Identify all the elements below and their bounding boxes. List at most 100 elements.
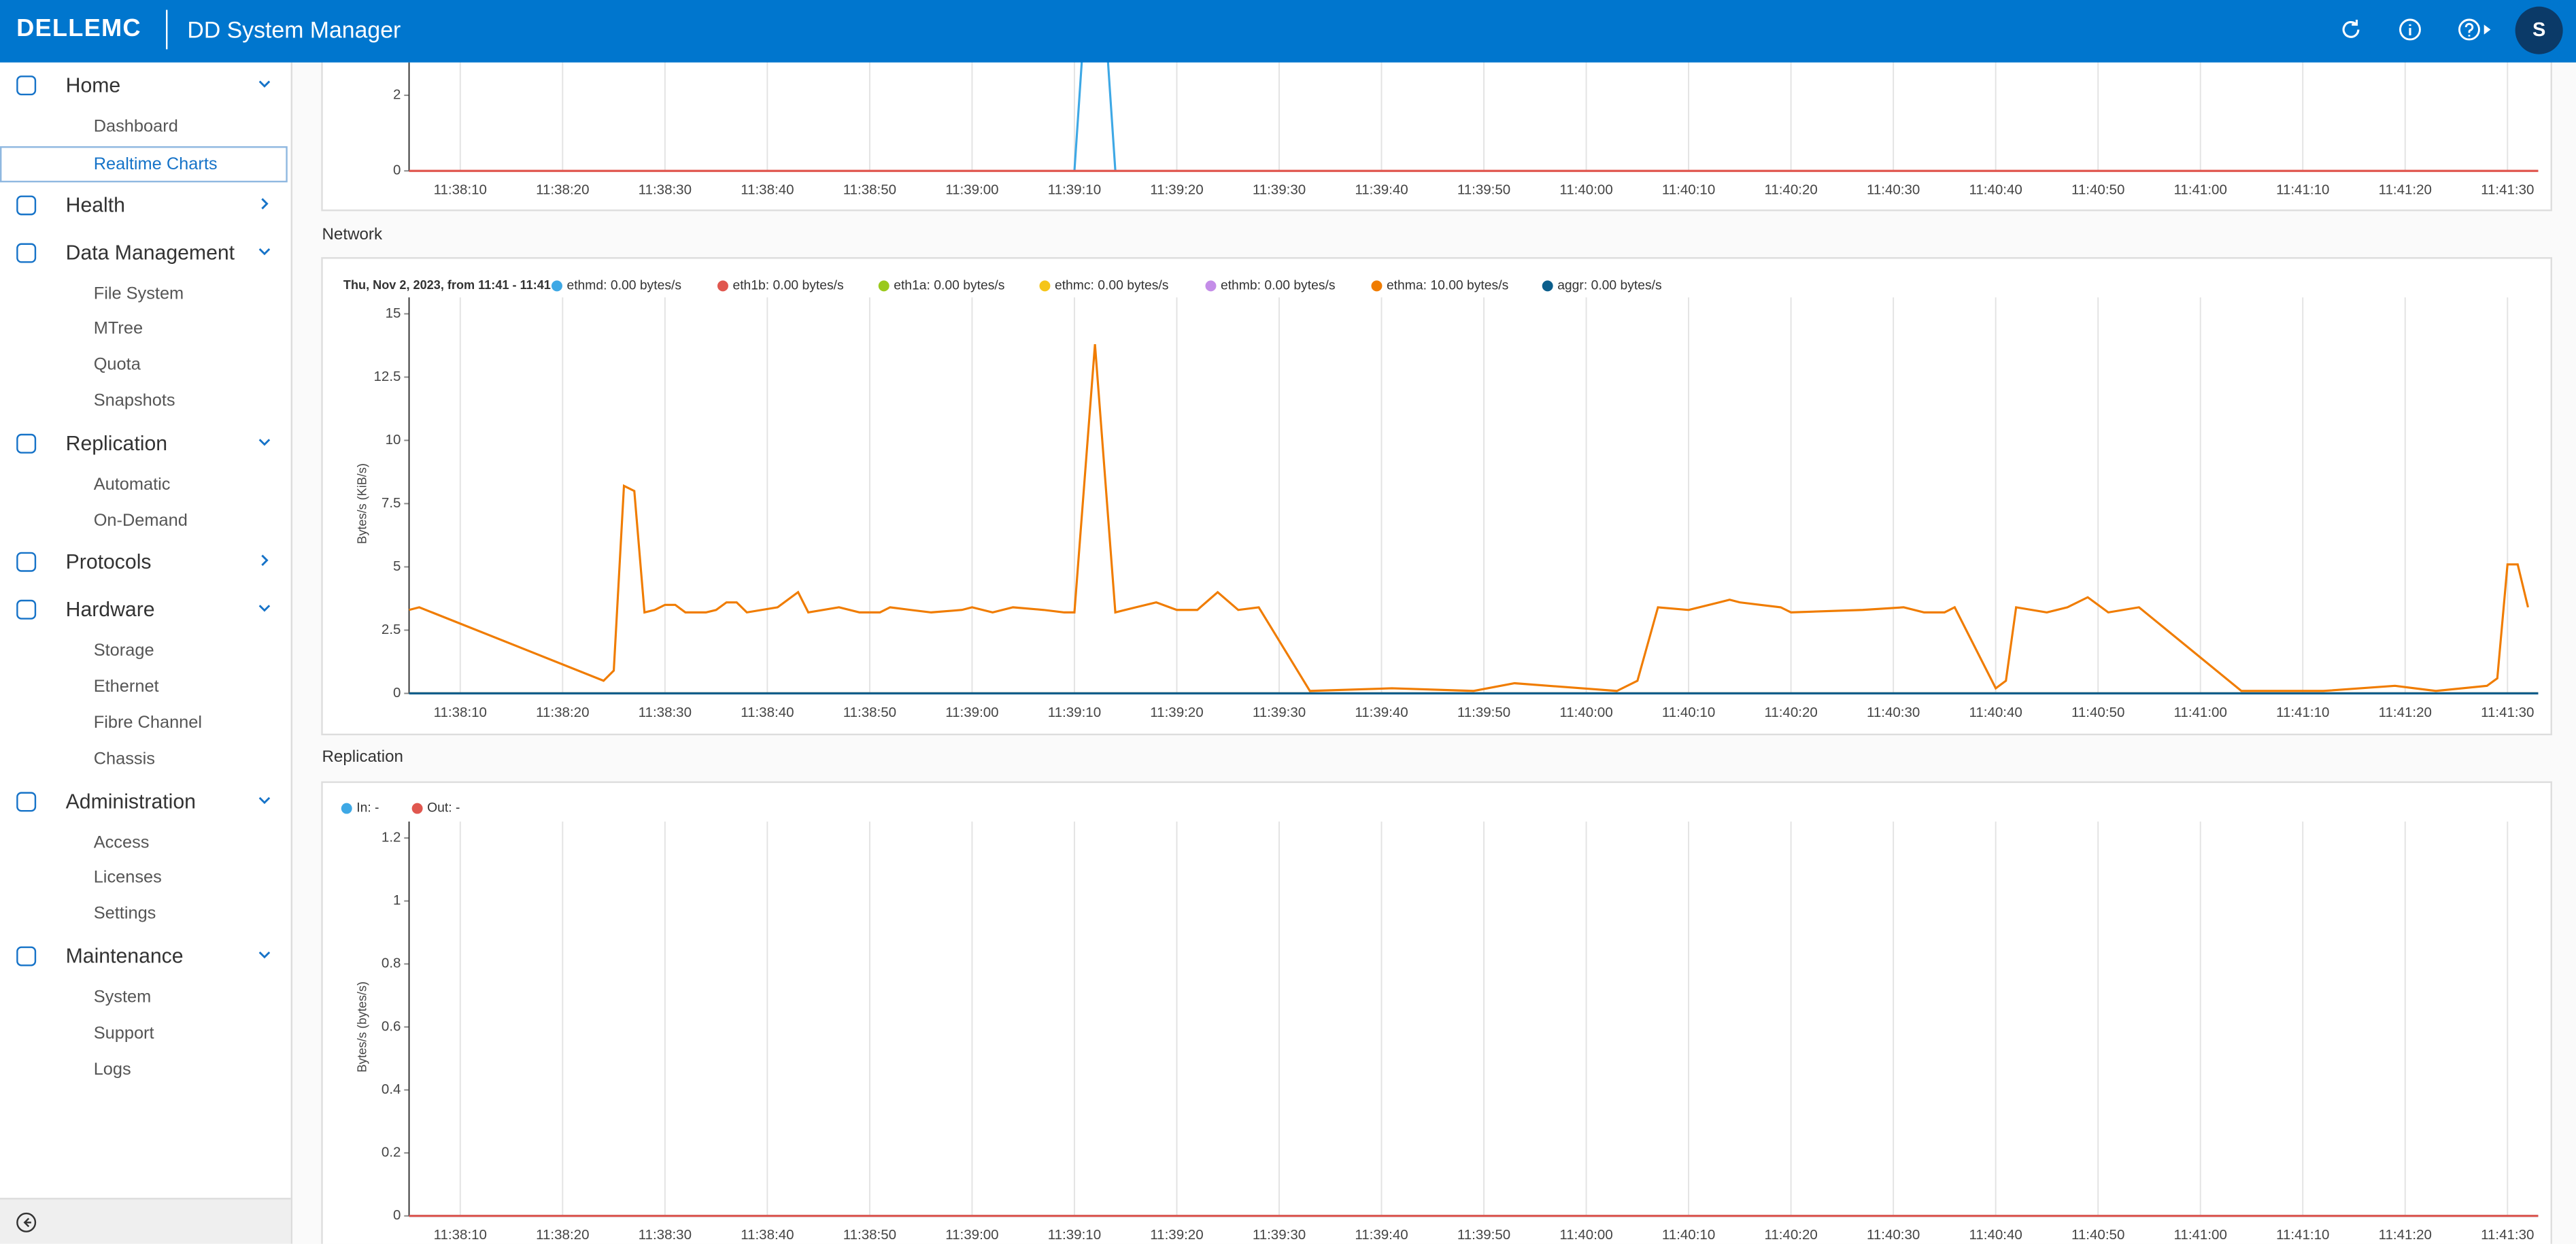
panel bbox=[321, 32, 2552, 212]
nav-subitem[interactable]: Settings bbox=[93, 904, 156, 924]
nav-subitem[interactable]: File System bbox=[93, 283, 184, 303]
section-title: Replication bbox=[322, 747, 403, 766]
nav-item[interactable]: Maintenance bbox=[0, 933, 291, 981]
legend-swatch bbox=[551, 280, 562, 292]
nav-subitem[interactable]: On-Demand bbox=[93, 510, 188, 531]
collapse-icon[interactable] bbox=[15, 1211, 38, 1234]
avatar[interactable]: S bbox=[2515, 6, 2563, 54]
x-tick-label: 11:41:30 bbox=[2481, 1227, 2534, 1243]
x-tick-label: 11:41:20 bbox=[2379, 182, 2432, 198]
nav-subitem[interactable]: Licenses bbox=[93, 868, 162, 888]
nav-icon bbox=[16, 946, 37, 966]
nav-label: Administration bbox=[65, 789, 196, 813]
x-tick-label: 11:39:00 bbox=[945, 1227, 998, 1243]
chevron bbox=[258, 539, 271, 587]
info-icon[interactable] bbox=[2399, 18, 2422, 41]
nav-label: Data Management bbox=[65, 241, 235, 264]
legend-label: ethma: 10.00 bytes/s bbox=[1387, 278, 1508, 292]
x-tick-label: 11:39:10 bbox=[1048, 1227, 1101, 1243]
sidebar: Home Dashboard Realtime Charts Health Data M… bbox=[0, 62, 293, 1244]
x-tick-label: 11:38:10 bbox=[434, 182, 487, 198]
x-tick-label: 11:39:20 bbox=[1150, 1227, 1203, 1243]
x-tick-label: 11:38:40 bbox=[741, 182, 794, 198]
nav-subitem[interactable]: MTree bbox=[93, 319, 143, 339]
nav-label: Health bbox=[65, 193, 125, 216]
logo: DELLEMC bbox=[16, 14, 141, 43]
refresh-icon[interactable] bbox=[2339, 18, 2362, 41]
nav-item[interactable]: Home bbox=[0, 63, 291, 110]
x-tick-label: 11:39:50 bbox=[1457, 705, 1510, 720]
nav-subitem[interactable]: System bbox=[93, 987, 152, 1007]
legend-swatch bbox=[341, 803, 352, 814]
x-tick-label: 11:40:40 bbox=[1969, 182, 2022, 198]
nav-item[interactable]: Health bbox=[0, 182, 291, 229]
nav-label: Hardware bbox=[65, 599, 155, 622]
x-tick-label: 11:39:20 bbox=[1150, 705, 1203, 720]
x-tick-label: 11:38:10 bbox=[434, 705, 487, 720]
help-icon[interactable] bbox=[2458, 18, 2501, 41]
x-tick-label: 11:38:50 bbox=[843, 705, 896, 720]
x-tick-label: 11:38:20 bbox=[536, 1227, 589, 1243]
nav-item[interactable]: Data Management bbox=[0, 229, 291, 277]
nav-icon bbox=[16, 600, 37, 620]
x-tick-label: 11:38:50 bbox=[843, 182, 896, 198]
x-tick-label: 11:39:30 bbox=[1253, 705, 1306, 720]
y-tick-label: 0.2 bbox=[382, 1145, 401, 1160]
app-title: DD System Manager bbox=[187, 16, 401, 43]
y-tick-label: 1.2 bbox=[382, 829, 401, 845]
chevron bbox=[258, 229, 271, 277]
nav-item[interactable]: Replication bbox=[0, 420, 291, 468]
nav-subitem[interactable]: Support bbox=[93, 1023, 154, 1043]
x-tick-label: 11:38:10 bbox=[434, 1227, 487, 1243]
legend-label: aggr: 0.00 bytes/s bbox=[1557, 278, 1662, 292]
x-tick-label: 11:40:10 bbox=[1662, 182, 1715, 198]
y-tick-label: 5 bbox=[393, 558, 401, 574]
nav-subitem[interactable]: Automatic bbox=[93, 474, 171, 494]
nav-label: Maintenance bbox=[65, 944, 184, 968]
x-tick-label: 11:38:50 bbox=[843, 1227, 896, 1243]
x-tick-label: 11:41:20 bbox=[2379, 705, 2432, 720]
header: DELLEMC DD System Manager S bbox=[0, 0, 2576, 63]
chevron bbox=[258, 63, 271, 110]
x-tick-label: 11:40:00 bbox=[1559, 1227, 1612, 1243]
nav-subitem[interactable]: Chassis bbox=[93, 749, 155, 769]
x-tick-label: 11:39:00 bbox=[945, 182, 998, 198]
nav-item[interactable]: Hardware bbox=[0, 587, 291, 635]
y-tick-label: 0.4 bbox=[382, 1081, 401, 1097]
series-line bbox=[409, 343, 2529, 692]
nav-subitem[interactable]: Storage bbox=[93, 641, 154, 662]
legend-label: ethmd: 0.00 bytes/s bbox=[566, 278, 681, 292]
nav-icon bbox=[16, 242, 37, 263]
x-tick-label: 11:39:50 bbox=[1457, 1227, 1510, 1243]
x-tick-label: 11:40:30 bbox=[1867, 705, 1920, 720]
x-tick-label: 11:41:00 bbox=[2174, 1227, 2227, 1243]
x-tick-label: 11:39:20 bbox=[1150, 182, 1203, 198]
x-tick-label: 11:40:50 bbox=[2071, 705, 2124, 720]
nav-item[interactable]: Administration bbox=[0, 778, 291, 826]
nav-subitem[interactable]: Ethernet bbox=[93, 677, 159, 697]
x-tick-label: 11:40:00 bbox=[1559, 705, 1612, 720]
nav-subitem[interactable]: Fibre Channel bbox=[93, 713, 203, 733]
nav-subitem[interactable]: Dashboard bbox=[93, 116, 178, 137]
nav-subitem[interactable]: Quota bbox=[93, 355, 141, 375]
x-tick-label: 11:40:50 bbox=[2071, 1227, 2124, 1243]
legend-label: eth1b: 0.00 bytes/s bbox=[732, 278, 843, 292]
nav-subitem[interactable]: Snapshots bbox=[93, 390, 175, 411]
x-tick-label: 11:39:10 bbox=[1048, 705, 1101, 720]
nav-icon bbox=[16, 552, 37, 573]
nav-subitem[interactable]: Realtime Charts bbox=[0, 146, 288, 182]
x-tick-label: 11:40:20 bbox=[1764, 705, 1817, 720]
nav-subitem[interactable]: Access bbox=[93, 832, 150, 852]
nav-subitem[interactable]: Logs bbox=[93, 1059, 131, 1079]
x-tick-label: 11:40:10 bbox=[1662, 705, 1715, 720]
nav-item[interactable]: Protocols bbox=[0, 539, 291, 587]
legend-swatch bbox=[878, 280, 889, 292]
chevron bbox=[258, 778, 271, 826]
legend-label: ethmc: 0.00 bytes/s bbox=[1055, 278, 1168, 292]
x-tick-label: 11:39:10 bbox=[1048, 182, 1101, 198]
y-tick-label: 0.8 bbox=[382, 956, 401, 971]
panel bbox=[321, 257, 2552, 736]
x-tick-label: 11:41:30 bbox=[2481, 182, 2534, 198]
x-tick-label: 11:40:30 bbox=[1867, 1227, 1920, 1243]
